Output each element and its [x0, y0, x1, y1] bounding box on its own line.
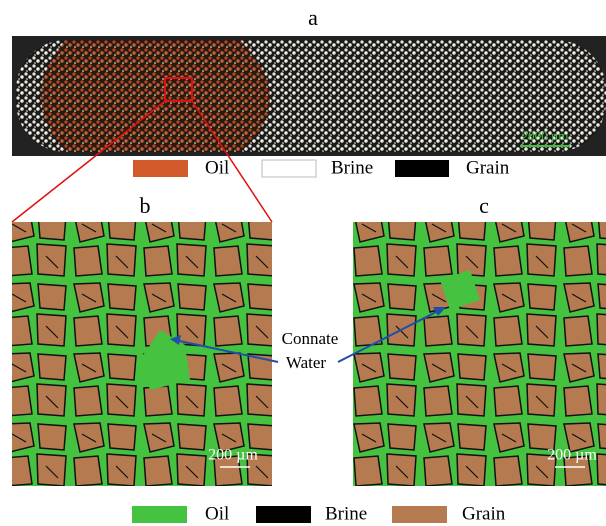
legend-label: Grain [466, 157, 510, 178]
panel-label: a [308, 5, 318, 30]
legend-label: Grain [462, 503, 506, 524]
panel-c-image: 200 µm [353, 222, 606, 486]
legend-bottom: Oil Brine Grain [132, 503, 506, 524]
legend-label: Brine [331, 157, 373, 178]
annotation-text: Water [286, 353, 326, 372]
legend-label: Oil [205, 157, 229, 178]
annotation-text: Connate [282, 329, 339, 348]
panel-label: c [479, 193, 489, 218]
scale-bar-label: 200 µm [547, 447, 597, 464]
panel-label: b [140, 193, 151, 218]
panel-b-image: 200 µm [12, 222, 272, 486]
legend-top: Oil Brine Grain [133, 157, 510, 178]
scale-bar-label: 2000 µm [522, 128, 569, 143]
scale-bar-label: 200 µm [208, 447, 258, 464]
panel-a-image: 2000 µm [12, 36, 606, 156]
legend-label: Oil [205, 503, 229, 524]
legend-label: Brine [325, 503, 367, 524]
figure: a 2000 µm Oil Brine Grain b c 200 µm 200… [0, 0, 606, 526]
